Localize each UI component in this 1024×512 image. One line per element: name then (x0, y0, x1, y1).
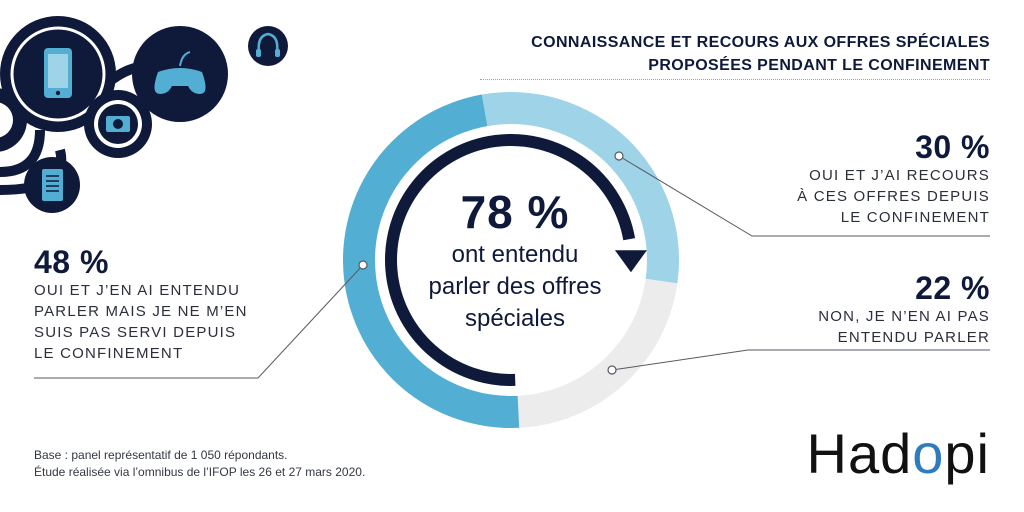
camera-icon (84, 90, 152, 158)
stat-48-line-1: OUI ET J’EN AI ENTENDU (34, 282, 241, 299)
stat-30-line-3: LE CONFINEMENT (840, 209, 990, 226)
ebook-reader-icon (24, 157, 80, 213)
footnote-line-1: Base : panel représentatif de 1 050 répo… (34, 448, 288, 462)
stat-22-value: 22 % (915, 270, 990, 306)
stat-22-line-1: NON, JE N’EN AI PAS (818, 308, 990, 325)
center-arrow-arc (385, 134, 636, 386)
chart-title: CONNAISSANCE ET RECOURS AUX OFFRES SPÉCI… (390, 31, 990, 77)
title-line-2: PROPOSÉES PENDANT LE CONFINEMENT (648, 57, 990, 74)
center-arrow-head (614, 250, 647, 273)
stat-30-block: 30 % OUI ET J’AI RECOURS À CES OFFRES DE… (700, 129, 990, 228)
leader-22-dot (607, 365, 617, 375)
stat-48-block: 48 % OUI ET J’EN AI ENTENDU PARLER MAIS … (34, 244, 324, 364)
center-percentage: 78 % (460, 186, 570, 238)
logo-accent-letter: o (912, 422, 945, 485)
stat-30-line-2: À CES OFFRES DEPUIS (797, 188, 990, 205)
title-divider (480, 79, 990, 80)
leader-48-line (34, 264, 364, 379)
stat-30-line-1: OUI ET J’AI RECOURS (809, 167, 990, 184)
center-label-line-2: parler des offres (428, 273, 602, 300)
slice-48 (342, 94, 520, 428)
logo-text: Hadopi (806, 422, 990, 485)
footnote-line-2: Étude réalisée via l’omnibus de l’IFOP l… (34, 465, 366, 479)
slice-22 (517, 278, 678, 428)
smartphone-icon (0, 16, 116, 132)
center-summary: 78 % ont entendu parler des offres spéci… (405, 185, 625, 335)
stat-22-block: 22 % NON, JE N’EN AI PAS ENTENDU PARLER (700, 270, 990, 348)
stat-22-line-2: ENTENDU PARLER (837, 329, 990, 346)
leader-30-dot (614, 151, 624, 161)
leader-48-dot (358, 260, 368, 270)
center-label-line-3: spéciales (464, 305, 566, 332)
center-label-line-1: ont entendu (451, 241, 579, 268)
stat-48-line-2: PARLER MAIS JE NE M’EN (34, 303, 248, 320)
leader-30-line (618, 155, 990, 237)
hadopi-logo: Hadopi (807, 424, 990, 484)
leader-22-line (611, 349, 990, 371)
stat-48-line-3: SUIS PAS SERVI DEPUIS (34, 324, 237, 341)
headphones-icon (248, 26, 288, 66)
stat-30-value: 30 % (915, 129, 990, 165)
slice-30 (481, 92, 680, 284)
stat-48-line-4: LE CONFINEMENT (34, 345, 184, 362)
devices-illustration (0, 16, 288, 213)
title-line-1: CONNAISSANCE ET RECOURS AUX OFFRES SPÉCI… (531, 34, 990, 51)
gamepad-icon (132, 26, 228, 122)
footnote: Base : panel représentatif de 1 050 répo… (34, 447, 365, 481)
stat-48-value: 48 % (34, 244, 109, 280)
